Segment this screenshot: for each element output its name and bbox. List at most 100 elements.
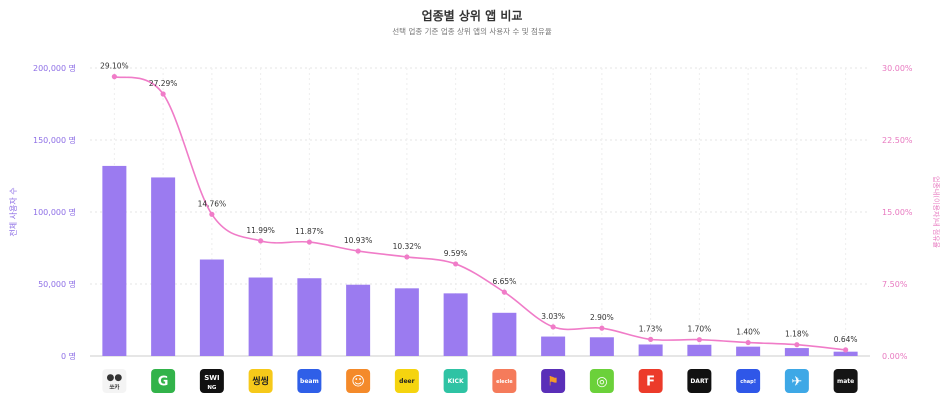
icon-glyph: 씽씽 (252, 375, 269, 387)
ssocar-icon: ●●쏘카 (102, 369, 127, 393)
share-label: 6.65% (492, 277, 516, 286)
wing-icon: ✈ (784, 369, 809, 393)
icon-bg (248, 369, 273, 393)
share-label: 10.93% (344, 236, 373, 245)
share-point (843, 347, 849, 353)
y-axis-right: 0.00% 7.50% 15.00% 22.50% 30.00% (882, 64, 913, 361)
bar (443, 293, 468, 356)
bar (297, 278, 322, 356)
bar (589, 337, 614, 356)
icon-glyph: deer (399, 378, 414, 385)
share-point (648, 336, 654, 342)
y-axis-left: 0 명 50,000 명 100,000 명 150,000 명 200,000 명 (33, 63, 76, 361)
share-point (453, 261, 459, 267)
y-tick-left: 50,000 명 (38, 279, 76, 289)
icon-bg (833, 369, 858, 393)
y-tick-right: 0.00% (882, 352, 908, 361)
share-label: 3.03% (541, 312, 565, 321)
share-label: 1.18% (785, 330, 809, 339)
y-axis-left-title: 전체 사용자 수 (8, 187, 18, 236)
share-line-path (114, 75, 846, 351)
bar (833, 351, 858, 356)
icon-bg (687, 369, 712, 393)
share-point (501, 289, 507, 295)
bar (346, 284, 371, 356)
elecle-icon: elecle (492, 369, 517, 393)
share-label: 29.10% (100, 62, 129, 71)
share-point (696, 337, 702, 343)
share-label: 10.32% (393, 242, 422, 251)
swing-icon: SWI NG (199, 369, 224, 393)
icon-bg (443, 369, 468, 393)
y-tick-right: 7.50% (882, 280, 908, 289)
category-icons: ●●쏘카 G SWI NG 씽씽 beam ☺ deer KICK elecle ⚑ ◎ F DART ch… (102, 369, 858, 393)
icon-glyph: ✈ (791, 375, 802, 390)
chap-icon: chap! (736, 369, 761, 393)
beam-icon: beam (297, 369, 322, 393)
icon-bg (394, 369, 419, 393)
icon-bg (297, 369, 322, 393)
icon-glyph: KICK (448, 378, 464, 385)
share-label: 1.40% (736, 328, 760, 337)
icon-bg (638, 369, 663, 393)
icon-bg (102, 369, 127, 393)
y-tick-left: 100,000 명 (33, 207, 76, 217)
share-point (306, 239, 312, 245)
bar (687, 344, 712, 356)
icon-glyph: DART (690, 378, 709, 385)
bar (151, 177, 176, 356)
icon-bg (199, 369, 224, 393)
g-icon: G (151, 369, 176, 393)
bar (638, 344, 663, 356)
face-icon: ☺ (346, 369, 371, 393)
deer-icon: deer (394, 369, 419, 393)
icon-glyph: ●● (107, 373, 123, 383)
share-point (258, 238, 264, 244)
share-point (355, 248, 361, 254)
icon-bg (784, 369, 809, 393)
icon-glyph: chap! (740, 379, 756, 385)
bar (394, 288, 419, 356)
share-label: 9.59% (444, 249, 468, 258)
icon-glyph: elecle (496, 379, 513, 385)
bar (541, 336, 566, 356)
icon-bg (589, 369, 614, 393)
bar (492, 312, 517, 356)
share-label: 2.90% (590, 313, 614, 322)
share-line: 29.10% 27.29% 14.76% 11.99% 11.87% 10.93% 10.3… (100, 62, 858, 353)
share-label: 1.70% (687, 325, 711, 334)
chart-title: 업종별 상위 앱 비교 (422, 8, 523, 23)
y-tick-left: 0 명 (61, 351, 76, 361)
icon-glyph-sub: NG (207, 385, 217, 391)
bar (248, 277, 273, 356)
ssing-icon: 씽씽 (248, 369, 273, 393)
share-point (550, 324, 556, 330)
share-point (160, 91, 166, 97)
icon-glyph: SWI (204, 374, 219, 382)
icon-glyph: ☺ (351, 375, 365, 390)
y-tick-right: 30.00% (882, 64, 913, 73)
bar (199, 259, 224, 356)
y-tick-left: 200,000 명 (33, 63, 76, 73)
flag-icon: ⚑ (541, 369, 566, 393)
share-label: 11.99% (246, 226, 275, 235)
share-label: 14.76% (198, 199, 227, 208)
share-label: 27.29% (149, 79, 178, 88)
share-label: 0.64% (834, 335, 858, 344)
y-tick-right: 22.50% (882, 136, 913, 145)
icon-bg (151, 369, 176, 393)
icon-glyph: ◎ (596, 375, 607, 390)
dart-icon: DART (687, 369, 712, 393)
share-label: 11.87% (295, 227, 324, 236)
icon-glyph: ⚑ (547, 375, 559, 390)
bar (736, 346, 761, 356)
y-axis-right-title: 업종내(이용자)내 점유율 (932, 176, 941, 249)
icon-glyph-sub: 쏘카 (109, 383, 119, 391)
icon-bg (492, 369, 517, 393)
icon-glyph: F (646, 375, 655, 390)
lime-icon: ◎ (589, 369, 614, 393)
f-icon: F (638, 369, 663, 393)
share-point (209, 211, 215, 217)
